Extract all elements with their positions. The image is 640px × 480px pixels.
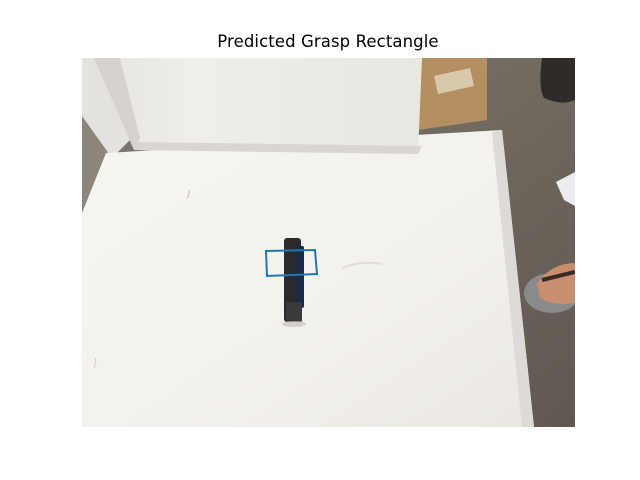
white-board [82,130,534,427]
wall-board-side [94,58,140,150]
image-plot-area [82,58,575,427]
board-edge [492,130,534,427]
figure-title: Predicted Grasp Rectangle [217,32,439,51]
sandal-strap [541,270,575,282]
board-mark-2 [93,357,97,369]
stapler [282,238,306,327]
scene-image [82,58,575,427]
left-shadow [82,116,112,213]
shoe [540,58,575,103]
wall-board-bottom [134,142,422,154]
box-label [434,68,474,94]
board-mark [186,189,190,199]
cardboard-box [412,58,487,130]
predicted-grasp-rectangle [264,248,319,278]
paper-scrap [556,172,575,206]
back-wall-board [94,58,422,154]
board-smudge [341,261,383,269]
